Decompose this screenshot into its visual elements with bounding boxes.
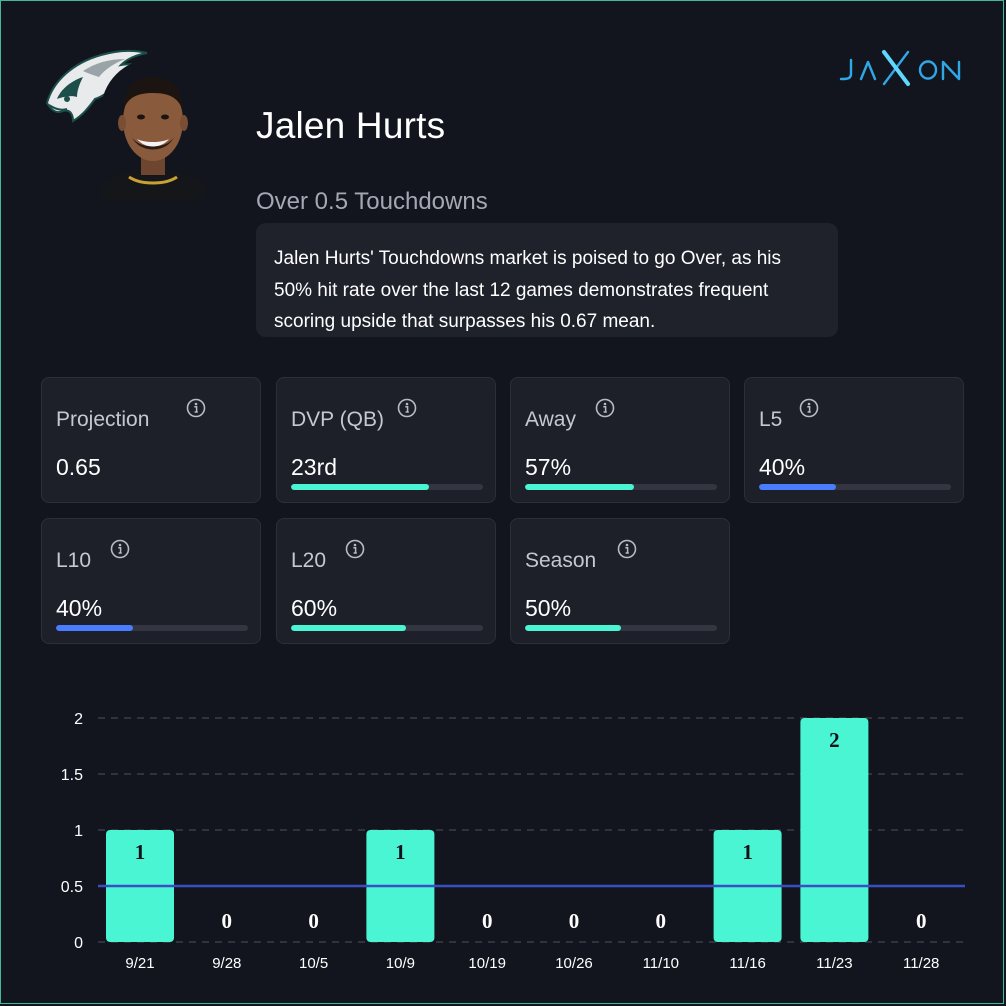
data-label: 1	[135, 840, 146, 864]
progress-bar	[525, 625, 717, 631]
data-label: 0	[656, 909, 667, 933]
info-icon[interactable]	[617, 539, 637, 559]
info-icon[interactable]	[595, 398, 615, 418]
info-icon[interactable]	[799, 398, 819, 418]
stat-card-season: Season 50%	[510, 518, 730, 644]
x-tick-label: 10/5	[299, 955, 328, 972]
info-icon[interactable]	[397, 398, 417, 418]
data-label: 0	[308, 909, 319, 933]
stat-card-projection: Projection 0.65	[41, 377, 261, 503]
x-tick-label: 10/26	[555, 955, 593, 972]
progress-bar	[56, 625, 248, 631]
x-tick-label: 11/10	[643, 955, 679, 972]
progress-fill	[291, 625, 407, 631]
info-icon[interactable]	[110, 539, 130, 559]
bar-chart: 0 0.5 1 1.5 2 1 9/21 0 9/28 0 10/5 1 10/9 0 10/19 0 10/2…	[61, 711, 965, 972]
summary-box: Jalen Hurts' Touchdowns market is poised…	[256, 223, 838, 337]
data-label: 0	[569, 909, 580, 933]
player-name: Jalen Hurts	[256, 105, 446, 146]
stat-label: Season	[525, 549, 597, 572]
stat-value: 40%	[759, 454, 806, 480]
stat-label: L5	[759, 408, 783, 431]
stat-card-l5: L5 40%	[744, 377, 964, 503]
y-tick-label: 1.5	[61, 767, 83, 784]
market-title: Over 0.5 Touchdowns	[256, 188, 488, 215]
stat-label: L10	[56, 549, 92, 572]
data-label: 0	[482, 909, 493, 933]
stat-card-away: Away 57%	[510, 377, 730, 503]
data-label: 1	[742, 840, 753, 864]
data-label: 1	[395, 840, 406, 864]
y-tick-label: 0.5	[61, 879, 83, 896]
y-tick-label: 0	[74, 935, 83, 952]
avatar	[101, 59, 205, 201]
stat-label: Projection	[56, 408, 150, 431]
progress-bar	[525, 484, 717, 490]
data-label: 0	[916, 909, 927, 933]
x-tick-label: 10/19	[468, 955, 506, 972]
player-headshot-icon	[101, 59, 205, 201]
progress-fill	[525, 484, 635, 490]
stat-value: 0.65	[56, 454, 101, 480]
stat-label: DVP (QB)	[291, 408, 384, 431]
x-tick-label: 11/28	[903, 955, 939, 972]
stat-value: 50%	[525, 595, 572, 621]
stat-label: Away	[525, 408, 576, 431]
touchdowns-chart: 0 0.5 1 1.5 2 1 9/21 0 9/28 0 10/5 1 10/9 0 10/19 0 10/2…	[1, 691, 1005, 991]
stat-value: 57%	[525, 454, 572, 480]
progress-fill	[525, 625, 621, 631]
stat-value: 60%	[291, 595, 338, 621]
stat-value: 23rd	[291, 454, 338, 480]
y-tick-label: 2	[74, 711, 83, 728]
progress-bar	[759, 484, 951, 490]
stat-card-l10: L10 40%	[41, 518, 261, 644]
y-tick-label: 1	[74, 823, 83, 840]
progress-fill	[291, 484, 430, 490]
data-label: 2	[829, 728, 840, 752]
x-tick-label: 9/28	[212, 955, 241, 972]
info-icon[interactable]	[345, 539, 365, 559]
stat-value: 40%	[56, 595, 103, 621]
jaxon-brand-logo	[839, 50, 961, 86]
summary-text: Jalen Hurts' Touchdowns market is poised…	[274, 248, 782, 332]
progress-fill	[759, 484, 836, 490]
stat-card-l20: L20 60%	[276, 518, 496, 644]
x-tick-label: 9/21	[125, 955, 154, 972]
progress-fill	[56, 625, 133, 631]
x-tick-label: 11/16	[729, 955, 765, 972]
progress-bar	[291, 625, 483, 631]
progress-bar	[291, 484, 483, 490]
stat-label: L20	[291, 549, 327, 572]
data-label: 0	[222, 909, 233, 933]
info-icon[interactable]	[186, 398, 206, 418]
x-tick-label: 10/9	[386, 955, 415, 972]
x-tick-label: 11/23	[816, 955, 852, 972]
stat-card-dvp-qb: DVP (QB) 23rd	[276, 377, 496, 503]
